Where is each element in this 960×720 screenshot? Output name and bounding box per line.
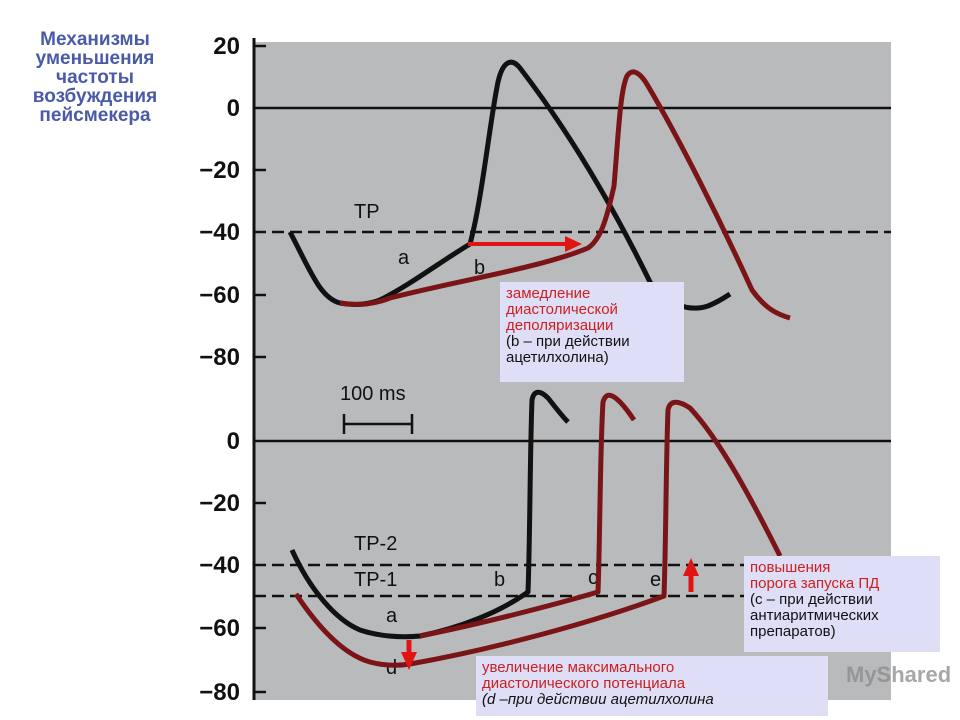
label-curve-d: d bbox=[386, 657, 397, 679]
callout-2-line-1: повышения bbox=[750, 559, 831, 576]
title-line-1: Механизмы bbox=[40, 29, 150, 50]
title-line-2: уменьшения bbox=[35, 48, 155, 69]
callout-3-line-1: увеличение максимального bbox=[482, 659, 675, 676]
y-tick-bottom-m60: −60 bbox=[199, 615, 240, 642]
label-curve-b-top: b bbox=[474, 257, 485, 279]
label-time-scale: 100 ms bbox=[340, 383, 406, 405]
callout-2-note-1: (c – при действии bbox=[750, 591, 873, 608]
y-tick-bottom-m20: −20 bbox=[199, 490, 240, 517]
trace-b-top bbox=[339, 69, 791, 321]
y-ticks-top bbox=[254, 44, 266, 359]
callout-2-note-2: антиаритмических bbox=[750, 607, 879, 624]
callout-1-note-1: (b – при действии bbox=[506, 333, 630, 350]
y-tick-bottom-0: 0 bbox=[227, 428, 240, 455]
arrow-threshold-up bbox=[683, 558, 699, 592]
callout-3-note-1: (d –при действии ацетилхолина bbox=[482, 691, 714, 708]
label-curve-b-bottom: b bbox=[494, 569, 505, 591]
callout-1-line-3: деполяризации bbox=[506, 317, 614, 334]
trace-d-bottom bbox=[293, 399, 783, 668]
y-tick-top-0: 0 bbox=[227, 95, 240, 122]
callout-1-line-2: диастолической bbox=[506, 301, 618, 318]
y-tick-top-m60: −60 bbox=[199, 282, 240, 309]
label-tp2: TP-2 bbox=[354, 533, 397, 555]
y-tick-bottom-m80: −80 bbox=[199, 679, 240, 706]
label-curve-a-top: a bbox=[398, 247, 410, 269]
callout-1-note-2: ацетилхолина) bbox=[506, 349, 609, 366]
callout-slow-depolarization: замедление диастолической деполяризации … bbox=[500, 282, 684, 382]
title-line-4: возбуждения bbox=[32, 86, 158, 107]
arrow-max-diastolic-down bbox=[401, 640, 417, 670]
slide-title: Механизмы уменьшения частоты возбуждения… bbox=[12, 30, 178, 125]
label-curve-a-bottom: a bbox=[386, 605, 398, 627]
trace-c-bottom bbox=[419, 392, 637, 639]
watermark: MyShared bbox=[846, 662, 952, 687]
y-tick-top-m80: −80 bbox=[199, 344, 240, 371]
title-line-5: пейсмекера bbox=[39, 105, 151, 126]
callout-max-diastolic: увеличение максимального диастолического… bbox=[476, 656, 828, 716]
callout-1-line-1: замедление bbox=[506, 285, 591, 302]
callout-3-line-2: диастолического потенциала bbox=[482, 675, 686, 692]
label-curve-c: c bbox=[588, 567, 598, 589]
y-tick-top-20: 20 bbox=[213, 33, 240, 60]
callout-threshold-increase: повышения порога запуска ПД (c – при дей… bbox=[744, 556, 940, 652]
label-tp1: TP-1 bbox=[354, 569, 397, 591]
callout-2-line-2: порога запуска ПД bbox=[750, 575, 880, 592]
time-scale-bar bbox=[342, 414, 414, 434]
y-ticks-bottom bbox=[254, 501, 266, 694]
label-tp: TP bbox=[354, 201, 380, 223]
label-curve-e: e bbox=[650, 569, 661, 591]
y-tick-bottom-m40: −40 bbox=[199, 552, 240, 579]
trace-a-bottom bbox=[289, 389, 570, 640]
callout-2-note-3: препаратов) bbox=[750, 623, 836, 640]
y-tick-top-m20: −20 bbox=[199, 157, 240, 184]
arrow-slow-depolarization bbox=[468, 236, 582, 252]
y-tick-top-m40: −40 bbox=[199, 219, 240, 246]
title-line-3: частоты bbox=[56, 67, 134, 88]
